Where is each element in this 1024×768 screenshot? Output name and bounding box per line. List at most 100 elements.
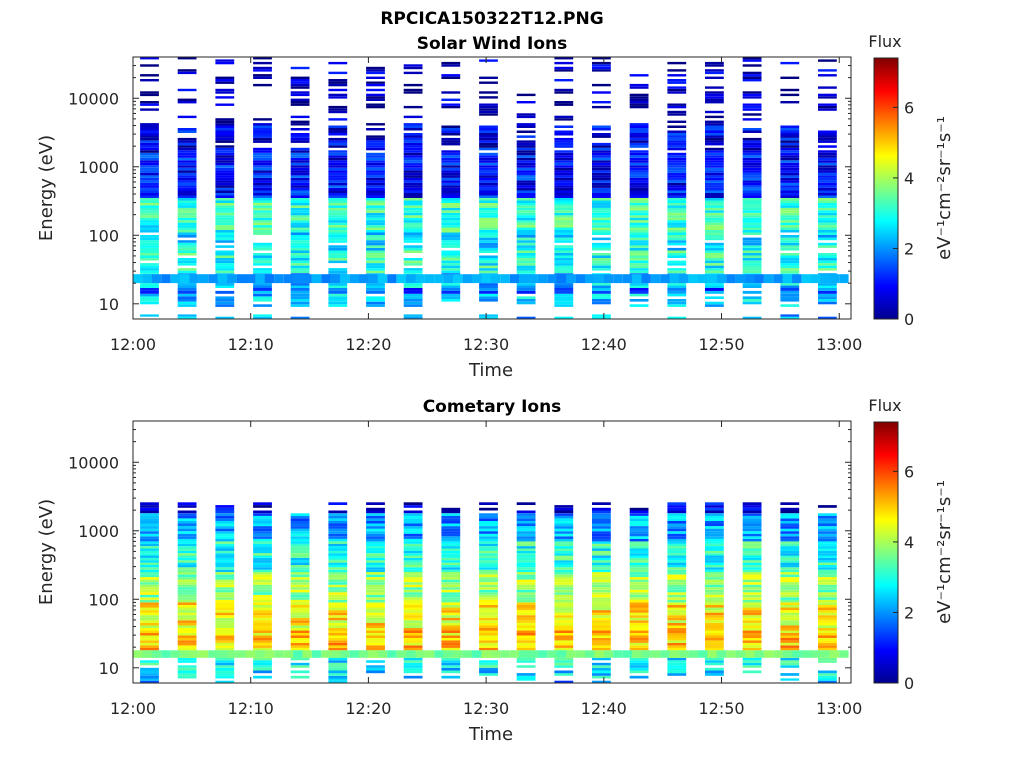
heatmap-cell — [253, 660, 272, 663]
heatmap-cell — [667, 662, 687, 666]
heatmap-cell — [705, 215, 724, 218]
heatmap-cell — [705, 235, 724, 238]
heatmap-cell — [726, 650, 736, 658]
heatmap-cell — [667, 215, 687, 218]
heatmap-cell — [366, 205, 385, 208]
heatmap-cell — [328, 125, 348, 128]
heatmap-cell — [215, 245, 235, 248]
heatmap-cell — [516, 190, 536, 193]
heatmap-cell — [366, 105, 385, 109]
heatmap-cell — [479, 167, 498, 171]
heatmap-cell — [328, 162, 348, 166]
heatmap-cell — [479, 615, 498, 618]
heatmap-cell — [215, 670, 235, 674]
heatmap-cell — [479, 81, 498, 84]
heatmap-cell — [215, 528, 235, 532]
heatmap-cell — [290, 207, 310, 211]
heatmap-cell — [780, 531, 800, 534]
heatmap-cell — [742, 247, 762, 251]
heatmap-cell — [140, 615, 159, 618]
heatmap-cell — [328, 142, 348, 146]
heatmap-cell — [479, 564, 498, 568]
heatmap-cell — [554, 513, 574, 516]
heatmap-cell — [705, 617, 724, 621]
heatmap-cell — [403, 210, 423, 213]
heatmap-cell — [479, 105, 498, 109]
heatmap-cell — [479, 560, 498, 563]
heatmap-cell — [667, 610, 687, 613]
heatmap-cell — [705, 513, 724, 516]
heatmap-cell — [253, 74, 272, 77]
panel-title-cometary: Cometary Ions — [423, 397, 562, 417]
heatmap-cell — [554, 543, 574, 547]
heatmap-cell — [705, 515, 724, 519]
heatmap-cell — [705, 605, 724, 608]
colorbar-tick-label: 0 — [904, 674, 914, 693]
heatmap-cell — [592, 225, 611, 228]
heatmap-cell — [479, 290, 498, 294]
heatmap-cell — [554, 103, 574, 106]
heatmap-cell — [290, 76, 310, 79]
heatmap-cell — [140, 622, 159, 626]
heatmap-cell — [554, 61, 574, 65]
heatmap-cell — [516, 560, 536, 563]
heatmap-cell — [705, 200, 724, 203]
heatmap-cell — [818, 220, 837, 223]
heatmap-cell — [253, 222, 272, 226]
heatmap-cell — [215, 630, 235, 633]
heatmap-cell — [441, 137, 461, 141]
heatmap-cell — [516, 541, 536, 544]
heatmap-cell — [629, 633, 649, 636]
heatmap-cell — [818, 541, 837, 544]
heatmap-cell — [603, 650, 614, 658]
heatmap-cell — [479, 543, 498, 547]
y-tick-label: 10 — [99, 659, 119, 678]
heatmap-cell — [592, 247, 611, 251]
heatmap-cell — [516, 550, 536, 554]
heatmap-cell — [742, 523, 762, 527]
heatmap-cell — [780, 597, 800, 600]
heatmap-cell — [667, 74, 687, 77]
heatmap-cell — [481, 650, 491, 658]
heatmap-cell — [516, 515, 536, 519]
heatmap-cell — [705, 265, 724, 269]
heatmap-cell — [745, 650, 755, 658]
heatmap-cell — [705, 150, 724, 153]
heatmap-cell — [575, 650, 585, 658]
heatmap-cell — [641, 650, 651, 658]
heatmap-cell — [290, 200, 310, 203]
heatmap-cell — [705, 91, 724, 94]
heatmap-cell — [215, 76, 235, 79]
x-tick-label: 12:40 — [581, 699, 627, 718]
heatmap-cell — [253, 170, 272, 173]
heatmap-cell — [215, 523, 235, 527]
heatmap-cell — [290, 607, 310, 611]
heatmap-cell — [177, 577, 197, 580]
heatmap-cell — [554, 125, 574, 128]
heatmap-cell — [629, 165, 649, 168]
y-tick-label: 1000 — [78, 158, 119, 177]
heatmap-cell — [818, 612, 837, 616]
heatmap-cell — [479, 637, 498, 641]
heatmap-cell — [366, 523, 385, 527]
heatmap-cell — [462, 274, 472, 284]
heatmap-cell — [177, 285, 197, 288]
heatmap-cell — [140, 91, 159, 94]
heatmap-cell — [629, 285, 649, 288]
heatmap-cell — [253, 61, 272, 65]
heatmap-cell — [140, 57, 159, 60]
heatmap-cell — [629, 592, 649, 595]
heatmap-cell — [403, 647, 423, 651]
heatmap-cell — [215, 620, 235, 623]
heatmap-cell — [742, 270, 762, 274]
heatmap-cell — [366, 572, 385, 575]
heatmap-cell — [403, 140, 423, 143]
heatmap-cell — [441, 182, 461, 186]
heatmap-cell — [403, 572, 423, 575]
heatmap-cell — [742, 572, 762, 575]
heatmap-cell — [215, 172, 235, 176]
heatmap-cell — [290, 574, 310, 578]
heatmap-cell — [366, 633, 385, 636]
heatmap-cell — [253, 610, 272, 613]
heatmap-cell — [818, 202, 837, 206]
